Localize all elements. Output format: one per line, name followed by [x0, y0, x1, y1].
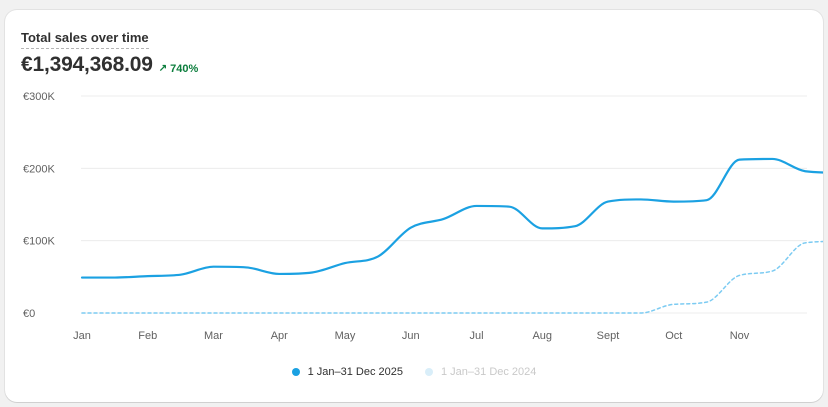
y-tick-label: €0 [23, 308, 35, 320]
card-title[interactable]: Total sales over time [21, 30, 149, 49]
change-percent: 740% [170, 62, 199, 75]
series-line-current [80, 157, 823, 279]
total-row: €1,394,368.09 ↗ 740% [21, 53, 198, 77]
x-tick-label: Jan [73, 330, 91, 342]
x-tick-label: Oct [665, 330, 682, 342]
legend-label-previous: 1 Jan–31 Dec 2024 [441, 366, 537, 378]
x-tick-label: Mar [204, 330, 223, 342]
x-tick-label: Jun [402, 330, 420, 342]
sales-line-chart[interactable]: €0 €100K €200K €300K Jan Feb Mar Apr May Jun Jul Au… [5, 10, 823, 402]
x-tick-label: Jul [469, 330, 483, 342]
x-tick-label: Apr [271, 330, 288, 342]
x-tick-label: Aug [532, 330, 552, 342]
legend-label-current: 1 Jan–31 Dec 2025 [307, 366, 403, 378]
legend-item-current[interactable]: 1 Jan–31 Dec 2025 [291, 366, 403, 378]
arrow-up-right-icon: ↗ [158, 63, 168, 74]
y-tick-label: €100K [23, 236, 55, 248]
legend-dot-previous [425, 368, 433, 376]
total-sales-value: €1,394,368.09 [21, 53, 153, 76]
x-tick-label: Nov [730, 330, 750, 342]
y-tick-label: €300K [23, 91, 55, 103]
legend-dot-current [291, 368, 300, 376]
x-tick-label: Feb [138, 330, 157, 342]
series-line-previous [81, 240, 823, 314]
y-tick-label: €200K [23, 163, 55, 175]
legend-item-previous[interactable]: 1 Jan–31 Dec 2024 [425, 366, 536, 378]
x-tick-label: May [335, 330, 356, 342]
sales-card: Total sales over time €1,394,368.09 ↗ 74… [5, 10, 823, 402]
change-badge: ↗ 740% [159, 63, 199, 75]
chart-legend: 1 Jan–31 Dec 2025 1 Jan–31 Dec 2024 [5, 366, 823, 378]
x-tick-label: Sept [597, 330, 620, 342]
